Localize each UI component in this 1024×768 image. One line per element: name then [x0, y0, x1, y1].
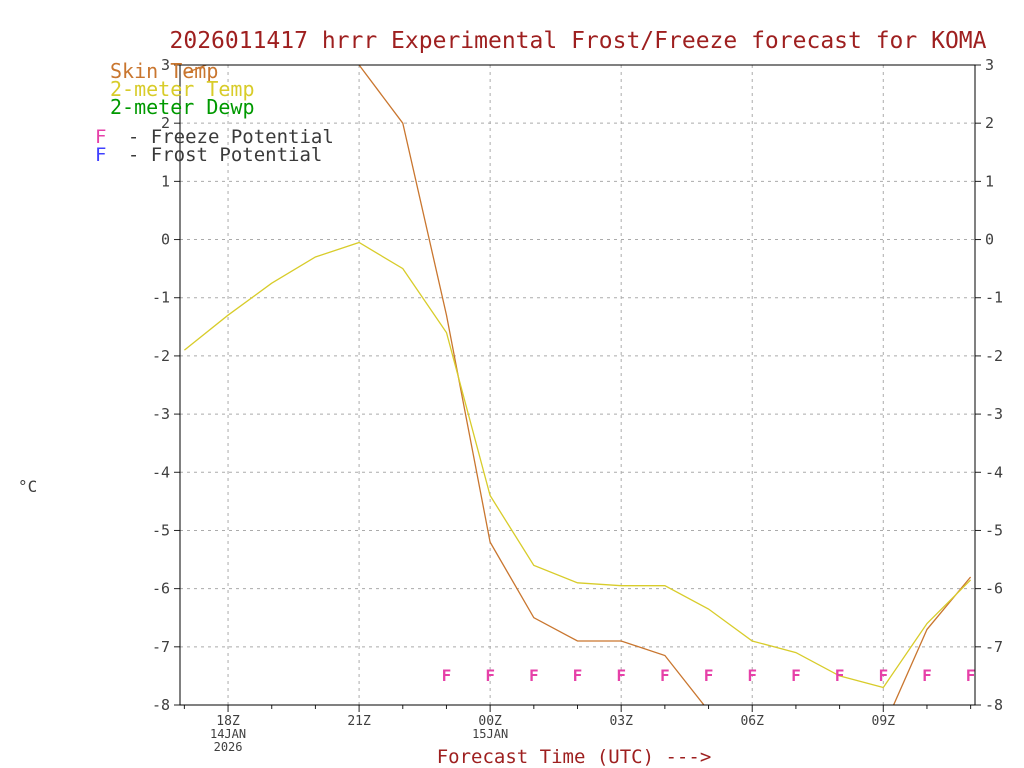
frost-potential-label: - Frost Potential [128, 144, 322, 166]
legend-item-2m-temp: 2-meter Temp [110, 77, 255, 101]
legend-item-skin-temp: Skin Temp [110, 59, 218, 83]
y-tick-label-left: -3 [152, 405, 170, 423]
y-tick-label-left: 2 [161, 114, 170, 132]
freeze-potential-marker: F [485, 666, 495, 685]
x-axis-label: Forecast Time (UTC) ---> [437, 746, 712, 768]
y-tick-label-left: -8 [152, 696, 170, 714]
freeze-potential-marker: F [791, 666, 801, 685]
y-axis-label: °C [18, 477, 37, 496]
x-tick-label: 21Z [347, 714, 371, 729]
freeze-potential-marker: F [95, 126, 106, 148]
y-tick-label-left: -5 [152, 521, 170, 539]
freeze-potential-marker: F [704, 666, 714, 685]
y-tick-label-right: -3 [985, 405, 1003, 423]
y-tick-label-right: -5 [985, 521, 1003, 539]
plot-frame [179, 64, 976, 706]
y-tick-label-left: -6 [152, 580, 170, 598]
freeze-potential-marker: F [660, 666, 670, 685]
freeze-potential-marker: F [573, 666, 583, 685]
y-tick-label-left: -4 [152, 463, 170, 481]
y-tick-label-left: -2 [152, 347, 170, 365]
y-tick-label-right: -8 [985, 696, 1003, 714]
x-tick-label: 06Z [740, 714, 764, 729]
y-tick-label-right: 0 [985, 231, 994, 249]
y-tick-label-right: -4 [985, 463, 1003, 481]
freeze-potential-marker: F [835, 666, 845, 685]
y-tick-label-right: 2 [985, 114, 994, 132]
y-tick-label-left: 0 [161, 231, 170, 249]
chart-title: 2026011417 hrrr Experimental Frost/Freez… [170, 28, 987, 54]
freeze-potential-marker: F [529, 666, 539, 685]
legend-item-frost-potential: F - Frost Potential [95, 144, 322, 166]
legend-item-freeze-potential: F - Freeze Potential [95, 126, 334, 148]
series-2-meter-temp [183, 241, 972, 689]
y-tick-label-right: -1 [985, 289, 1003, 307]
freeze-potential-marker: F [442, 666, 452, 685]
x-tick-label: 03Z [609, 714, 633, 729]
y-tick-label-left: 3 [161, 56, 170, 74]
x-tick-label: 00Z [478, 714, 502, 729]
freeze-potential-marker: F [616, 666, 626, 685]
y-tick-label-right: 1 [985, 172, 994, 190]
freeze-potential-marker: F [747, 666, 757, 685]
y-tick-label-left: -7 [152, 638, 170, 656]
x-tick-label: 09Z [872, 714, 896, 729]
y-tick-label-left: -1 [152, 289, 170, 307]
y-tick-label-left: 1 [161, 172, 170, 190]
chart-plot-area: 3 3 2 2 1 1 0 0 -1 -1 -2 -2 -3 -3 -4 -4 -5 -5 -6 -6 -7 -7 -8 -8… [152, 56, 1003, 754]
x-date-label: 14JAN [210, 727, 246, 741]
x-date-label: 15JAN [472, 727, 508, 741]
freeze-potential-marker: F [878, 666, 888, 685]
y-tick-label-right: 3 [985, 56, 994, 74]
freeze-potential-marker: F [966, 666, 976, 685]
freeze-potential-label: - Freeze Potential [128, 126, 334, 148]
series-skin-temp [184, 65, 972, 705]
legend-item-2m-dewp: 2-meter Dewp [110, 95, 255, 119]
x-date-label: 2026 [214, 740, 243, 754]
x-tick-label: 18Z [216, 714, 240, 729]
frost-potential-marker: F [95, 144, 106, 166]
y-tick-label-right: -6 [985, 580, 1003, 598]
y-tick-label-right: -2 [985, 347, 1003, 365]
freeze-potential-marker: F [922, 666, 932, 685]
y-tick-label-right: -7 [985, 638, 1003, 656]
